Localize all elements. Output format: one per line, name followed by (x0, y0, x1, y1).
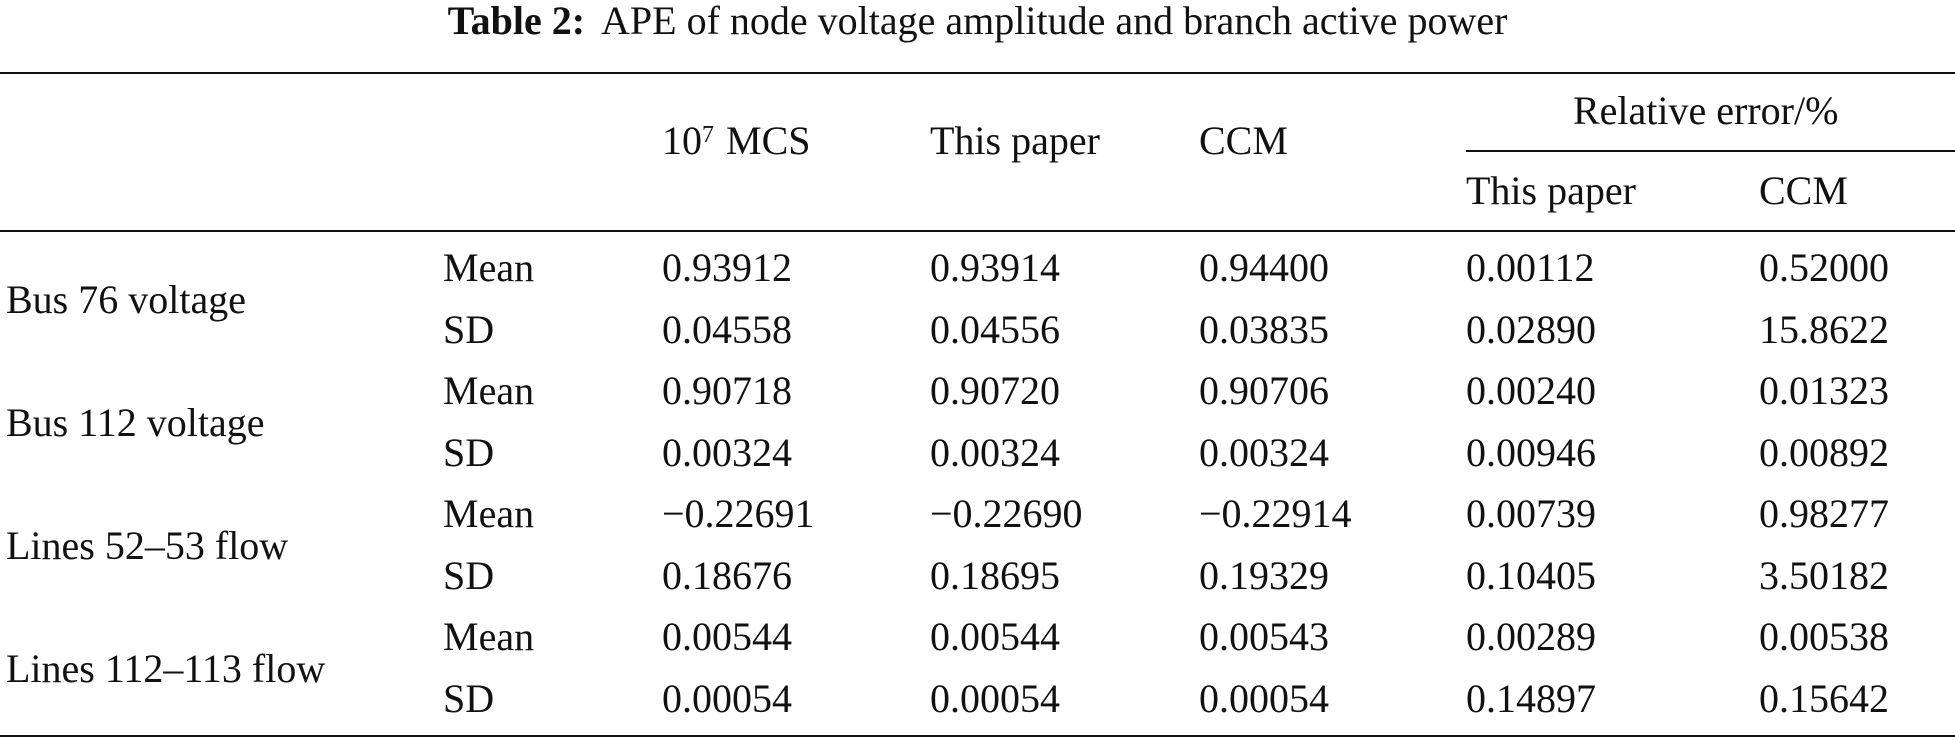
table-cell-this-paper: 0.00054 (930, 676, 1060, 721)
caption-label: Table 2: (447, 0, 586, 43)
relative-error-rule (1466, 150, 1955, 152)
table-cell-this-paper: 0.93914 (930, 245, 1060, 290)
group-label-bus-76: Bus 76 voltage (6, 277, 246, 322)
table-cell-this-paper: 0.00544 (930, 614, 1060, 659)
table-cell-ccm: 0.03835 (1199, 307, 1329, 352)
col-header-relative-error: Relative error/% (1573, 88, 1839, 133)
table-cell-re-this-paper: 0.00739 (1466, 491, 1596, 536)
table-cell-mcs: 0.00324 (662, 430, 792, 475)
col-header-this-paper: This paper (930, 118, 1100, 163)
table-cell-re-ccm: 0.00538 (1759, 614, 1889, 659)
col-header-mcs: 107 MCS (662, 118, 811, 164)
subcol-header-ccm: CCM (1759, 168, 1848, 213)
table-cell-ccm: 0.90706 (1199, 368, 1329, 413)
table-cell-re-ccm: 3.50182 (1759, 553, 1889, 598)
mcs-exponent: 7 (702, 122, 714, 148)
caption-text: APE of node voltage amplitude and branch… (601, 0, 1508, 43)
table-cell-re-this-paper: 0.02890 (1466, 307, 1596, 352)
col-header-ccm: CCM (1199, 118, 1288, 163)
table-cell-re-ccm: 0.01323 (1759, 368, 1889, 413)
table-cell-re-ccm: 0.00892 (1759, 430, 1889, 475)
table-row-stat: SD (443, 430, 495, 475)
table-cell-re-this-paper: 0.00240 (1466, 368, 1596, 413)
group-label-lines-52-53: Lines 52–53 flow (6, 523, 289, 568)
table-cell-re-this-paper: 0.00946 (1466, 430, 1596, 475)
table-cell-re-ccm: 0.15642 (1759, 676, 1889, 721)
header-bottom-rule (0, 230, 1955, 232)
table-cell-re-ccm: 0.98277 (1759, 491, 1889, 536)
table-caption: Table 2: APE of node voltage amplitude an… (0, 0, 1955, 46)
table-cell-mcs: 0.00544 (662, 614, 792, 659)
mcs-rest: MCS (726, 118, 811, 163)
group-label-lines-112-113: Lines 112–113 flow (6, 646, 326, 691)
table-cell-re-this-paper: 0.00112 (1466, 245, 1595, 290)
table-cell-mcs: 0.93912 (662, 245, 792, 290)
table-cell-mcs: −0.22691 (662, 491, 815, 536)
bottom-rule (0, 735, 1955, 737)
table-cell-ccm: −0.22914 (1199, 491, 1352, 536)
table-row-stat: SD (443, 307, 495, 352)
table-cell-re-ccm: 0.52000 (1759, 245, 1889, 290)
table-cell-this-paper: 0.04556 (930, 307, 1060, 352)
table-row-stat: Mean (443, 245, 535, 290)
table-cell-this-paper: 0.00324 (930, 430, 1060, 475)
table-cell-mcs: 0.18676 (662, 553, 792, 598)
table-cell-this-paper: −0.22690 (930, 491, 1083, 536)
table-cell-mcs: 0.04558 (662, 307, 792, 352)
group-label-bus-112: Bus 112 voltage (6, 400, 265, 445)
table-row-stat: Mean (443, 491, 535, 536)
table-cell-ccm: 0.00054 (1199, 676, 1329, 721)
table-cell-mcs: 0.90718 (662, 368, 792, 413)
table-row-stat: SD (443, 553, 495, 598)
table-cell-re-this-paper: 0.10405 (1466, 553, 1596, 598)
table-cell-ccm: 0.19329 (1199, 553, 1329, 598)
subcol-header-this-paper: This paper (1466, 168, 1636, 213)
table-cell-re-this-paper: 0.00289 (1466, 614, 1596, 659)
table-row-stat: Mean (443, 368, 535, 413)
table-cell-ccm: 0.00324 (1199, 430, 1329, 475)
table-cell-re-this-paper: 0.14897 (1466, 676, 1596, 721)
table-cell-this-paper: 0.18695 (930, 553, 1060, 598)
table-cell-re-ccm: 15.8622 (1759, 307, 1889, 352)
table-row-stat: SD (443, 676, 495, 721)
table-cell-this-paper: 0.90720 (930, 368, 1060, 413)
top-rule (0, 72, 1955, 74)
table-cell-ccm: 0.94400 (1199, 245, 1329, 290)
table-cell-mcs: 0.00054 (662, 676, 792, 721)
table-row-stat: Mean (443, 614, 535, 659)
mcs-base: 10 (662, 118, 702, 163)
table-cell-ccm: 0.00543 (1199, 614, 1329, 659)
